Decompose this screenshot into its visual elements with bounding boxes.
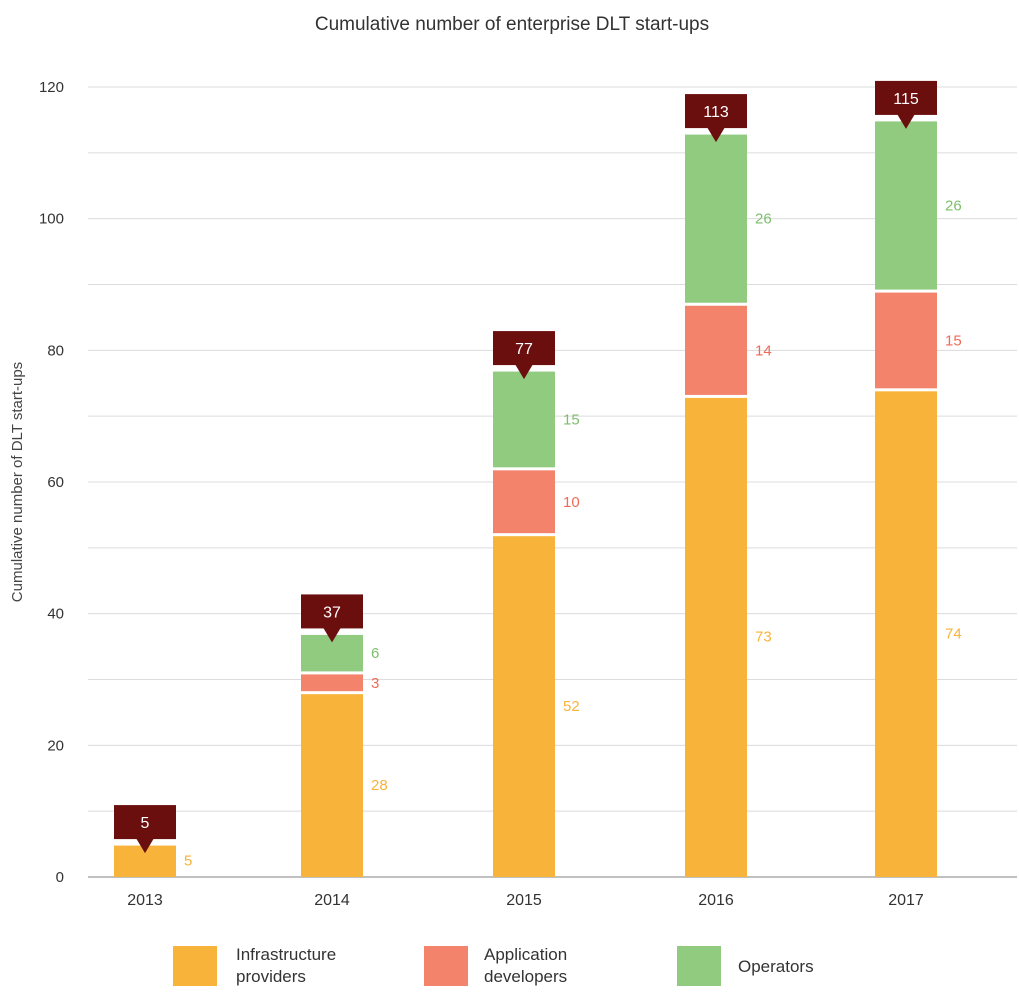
bar-segment: [493, 536, 555, 877]
legend-label: Application: [484, 945, 567, 964]
legend-item: Operators: [677, 946, 814, 986]
total-value-label: 77: [515, 341, 533, 358]
x-tick-label: 2016: [698, 892, 734, 909]
legend-swatch: [677, 946, 721, 986]
segment-value-label: 26: [945, 198, 962, 215]
legend-label: Infrastructure: [236, 945, 336, 964]
y-tick-label: 20: [47, 737, 64, 754]
bar-segment: [493, 470, 555, 534]
segment-value-label: 5: [184, 853, 192, 870]
total-callout: 5: [114, 805, 176, 854]
bar-segment: [875, 121, 937, 290]
x-tick-label: 2014: [314, 892, 350, 909]
total-callout-box: [493, 331, 555, 366]
segment-value-label: 10: [563, 494, 580, 511]
x-tick-label: 2013: [127, 892, 163, 909]
total-callout-pointer: [707, 127, 725, 143]
total-callout: 115: [875, 80, 937, 129]
y-tick-label: 120: [39, 79, 64, 96]
segment-value-label: 6: [371, 645, 379, 662]
bars: 5 5 28 3 6 37 52 10 15 77 73 14 26 113 74 15 26 115: [114, 80, 962, 877]
bar-segment: [875, 391, 937, 877]
chart-title: Cumulative number of enterprise DLT star…: [315, 14, 709, 35]
total-callout-pointer: [323, 627, 341, 643]
segment-value-label: 28: [371, 777, 388, 794]
legend-label: providers: [236, 967, 306, 986]
total-callout-pointer: [897, 113, 915, 129]
legend: Infrastructure providers Application develo…: [173, 945, 814, 986]
segment-value-label: 74: [945, 625, 962, 642]
legend-item: Application developers: [424, 945, 567, 986]
segment-value-label: 26: [755, 211, 772, 228]
segment-value-label: 15: [563, 411, 580, 428]
total-callout: 77: [493, 331, 555, 380]
segment-value-label: 14: [755, 342, 772, 359]
total-value-label: 5: [141, 815, 150, 832]
segment-value-label: 3: [371, 675, 379, 692]
segment-value-label: 15: [945, 332, 962, 349]
segment-value-label: 73: [755, 629, 772, 646]
bar-segment: [493, 371, 555, 468]
legend-item: Infrastructure providers: [173, 945, 336, 986]
bar-segment: [301, 674, 363, 692]
total-callout-box: [685, 94, 747, 129]
y-tick-label: 0: [56, 869, 64, 886]
total-callout-pointer: [136, 838, 154, 854]
total-value-label: 113: [703, 104, 729, 121]
x-tick-label: 2017: [888, 892, 924, 909]
y-tick-label: 40: [47, 606, 64, 623]
bar-segment: [685, 305, 747, 395]
x-axis-ticks: 2013 2014 2015 2016 2017: [127, 892, 924, 909]
bar-segment: [685, 134, 747, 303]
total-value-label: 37: [323, 604, 341, 621]
total-callout-box: [301, 594, 363, 629]
y-tick-label: 60: [47, 474, 64, 491]
y-axis-label: Cumulative number of DLT start-ups: [9, 362, 26, 602]
legend-label: Operators: [738, 957, 814, 976]
total-callout-pointer: [515, 364, 533, 380]
bar-segment: [301, 694, 363, 877]
bar-segment: [685, 397, 747, 877]
y-axis-ticks: 0 20 40 60 80 100 120: [39, 79, 64, 886]
legend-swatch: [173, 946, 217, 986]
y-tick-label: 80: [47, 342, 64, 359]
total-callout: 113: [685, 94, 747, 143]
segment-value-label: 52: [563, 698, 580, 715]
legend-swatch: [424, 946, 468, 986]
y-tick-label: 100: [39, 211, 64, 228]
x-tick-label: 2015: [506, 892, 542, 909]
legend-label: developers: [484, 967, 567, 986]
total-callout-box: [875, 80, 937, 115]
bar-segment: [875, 292, 937, 389]
total-value-label: 115: [893, 91, 919, 108]
total-callout: 37: [301, 594, 363, 643]
total-callout-box: [114, 805, 176, 840]
